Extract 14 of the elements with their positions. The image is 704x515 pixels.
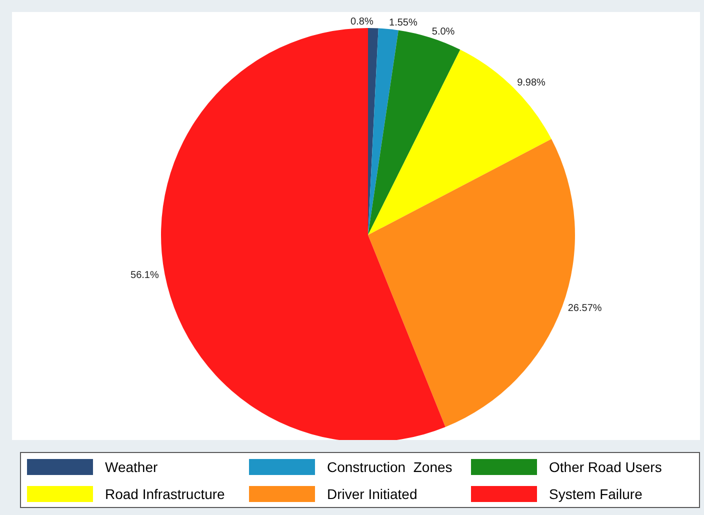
data-label: 26.57%: [568, 303, 602, 314]
data-label: 56.1%: [130, 270, 160, 282]
data-label: 0.8%: [350, 16, 374, 28]
legend-label: Road Infrastructure: [105, 486, 225, 502]
pie-slice: [368, 28, 398, 235]
data-label: 1.55%: [389, 18, 418, 29]
legend-label: Driver Initiated: [327, 486, 418, 502]
pie-slice: [368, 50, 552, 235]
legend-label: Other Road Users: [549, 458, 662, 474]
data-label: 9.98%: [517, 77, 546, 88]
data-label: 5.0%: [432, 26, 455, 38]
legend-label: System Failure: [549, 486, 642, 502]
legend-label: Weather: [105, 458, 158, 474]
legend-label: Construction Zones: [327, 458, 452, 474]
